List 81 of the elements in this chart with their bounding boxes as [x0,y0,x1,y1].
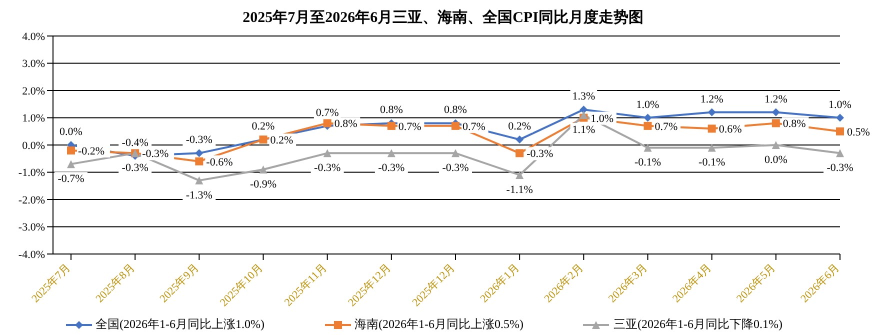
point [323,149,332,158]
point [708,144,716,152]
data-label: -0.1% [698,156,726,169]
point [708,124,716,133]
data-label: -0.7% [58,173,84,186]
data-label: -0.3% [442,162,469,174]
point [516,136,524,144]
data-label: -0.3% [826,162,854,174]
data-label: 0.2% [508,120,532,133]
data-label: 0.7% [462,120,486,133]
data-label: 0.8% [334,118,358,130]
y-tick-label: 1.0% [22,112,45,125]
legend-label: 三亚(2026年1-6月同比下降0.1%) [613,316,782,333]
data-label: -0.9% [250,178,277,191]
data-label: -0.3% [314,162,341,174]
data-label: 1.3% [572,90,596,103]
y-tick-label: -4.0% [18,248,45,261]
data-label: -0.3% [142,148,169,160]
data-label: -0.1% [634,156,662,169]
point [836,149,844,158]
point [67,146,75,154]
legend-label: 海南(2026年1-6月同比上涨0.5%) [354,316,524,333]
y-tick-label: 2.0% [22,85,45,98]
point [580,111,588,120]
chart-title: 2025年7月至2026年6月三亚、海南、全国CPI同比月度走势图 [242,8,644,28]
data-label: 0.7% [398,120,422,133]
point [580,106,588,114]
point [195,176,204,184]
data-label: 1.0% [636,98,660,111]
data-label: -0.3% [378,162,405,174]
data-label: 0.2% [270,134,294,147]
y-tick-label: 0.0% [22,140,45,152]
data-label: 0.8% [782,118,806,130]
data-label: 1.2% [764,93,788,106]
legend-label: 全国(2026年1-6月同比上涨1.0%) [96,316,264,333]
y-tick-label: 4.0% [22,30,45,43]
data-label: 0.0% [60,126,82,138]
data-label: -0.3% [186,134,212,146]
data-label: -1.3% [186,189,212,202]
data-label: 0.2% [252,120,275,133]
data-label: -0.2% [78,145,105,158]
point [452,149,460,158]
y-tick-label: -3.0% [18,222,45,234]
point [836,114,844,122]
y-tick-label: -1.0% [18,167,45,180]
point [836,127,844,136]
point [516,170,524,179]
point [708,108,716,116]
data-label: 1.0% [590,112,614,125]
point [259,166,268,174]
data-label: 0.8% [380,104,403,116]
data-label: -0.6% [206,156,233,168]
data-label: 0.7% [316,106,339,119]
y-tick-label: 3.0% [22,58,45,70]
point [772,141,780,149]
data-label: 0.7% [654,120,678,133]
y-tick-label: -2.0% [18,194,45,206]
data-label: 0.6% [718,124,742,136]
data-label: 1.0% [828,98,852,111]
data-label: 0.8% [444,104,467,116]
point [195,149,204,158]
point [387,149,396,158]
point [452,122,460,130]
point [67,160,75,168]
data-label: 0.0% [764,154,788,166]
point [644,144,652,152]
point [772,108,780,116]
point [195,157,204,166]
data-label: 0.5% [847,126,870,138]
point [772,119,780,128]
point [323,119,332,128]
point [387,122,396,130]
point [644,114,652,122]
data-label: -0.4% [122,136,148,149]
data-label: -0.3% [122,162,148,174]
data-label: -1.1% [506,184,533,196]
point [644,122,652,130]
data-label: -0.3% [526,148,554,160]
data-label: 1.2% [700,93,724,106]
point [516,149,524,158]
data-label: 1.1% [572,124,596,136]
